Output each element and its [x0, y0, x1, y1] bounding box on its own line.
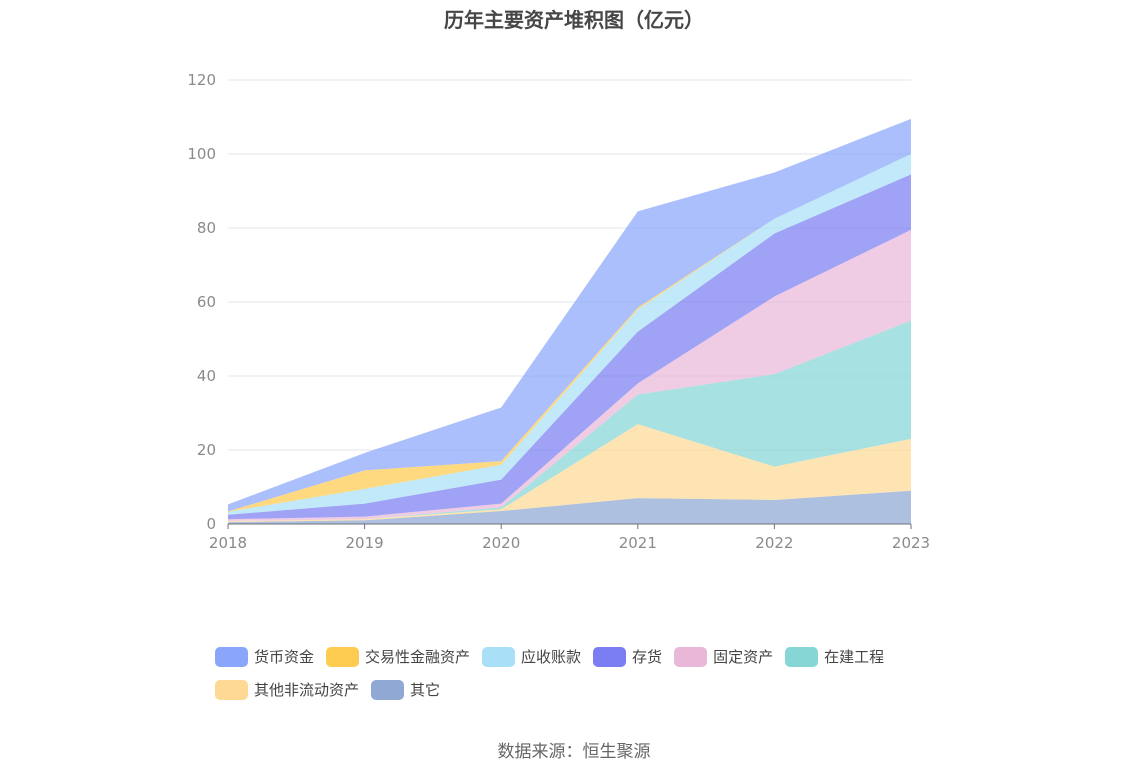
y-tick-label: 0 — [206, 515, 216, 533]
legend-label-cash: 货币资金 — [254, 648, 315, 666]
legend-row-1: 货币资金 交易性金融资产 应收账款 存货 固定资产 在建工程 — [215, 640, 975, 673]
legend-item-trading-assets[interactable]: 交易性金融资产 — [326, 646, 470, 667]
chart-title: 历年主要资产堆积图（亿元） — [444, 8, 704, 32]
y-tick-label: 20 — [197, 441, 216, 459]
x-tick-label: 2018 — [209, 534, 247, 552]
legend-label-construction: 在建工程 — [824, 648, 885, 666]
x-tick-label: 2022 — [755, 534, 793, 552]
legend-item-fixed-assets[interactable]: 固定资产 — [674, 646, 773, 667]
legend-item-other-noncurrent[interactable]: 其他非流动资产 — [215, 679, 359, 700]
legend-swatch-fixed-assets — [674, 646, 708, 667]
area-series-其它[interactable] — [228, 490, 911, 524]
area-series-其他非流动资产[interactable] — [228, 424, 911, 523]
legend-item-inventory[interactable]: 存货 — [593, 646, 662, 667]
data-source: 数据来源：恒生聚源 — [497, 742, 651, 762]
legend-label-inventory: 存货 — [632, 648, 663, 666]
x-tick-label: 2021 — [619, 534, 657, 552]
legend-label-other-noncurrent: 其他非流动资产 — [254, 681, 360, 699]
chart-legend: 货币资金 交易性金融资产 应收账款 存货 固定资产 在建工程 其他非流动资产 — [215, 640, 975, 706]
area-series-应收账款[interactable] — [228, 154, 911, 515]
x-tick-label: 2020 — [482, 534, 520, 552]
legend-label-trading-assets: 交易性金融资产 — [365, 648, 471, 666]
x-tick-label: 2023 — [892, 534, 930, 552]
legend-swatch-receivables — [482, 646, 516, 667]
y-tick-label: 80 — [197, 219, 216, 237]
legend-item-cash[interactable]: 货币资金 — [215, 646, 314, 667]
legend-item-construction[interactable]: 在建工程 — [785, 646, 884, 667]
area-series-货币资金[interactable] — [228, 118, 911, 512]
y-tick-label: 60 — [197, 293, 216, 311]
legend-swatch-inventory — [593, 646, 627, 667]
stacked-area-chart: 0 20 40 60 80 100 120 2018 2019 2020 2021 2022 2023 — [187, 71, 930, 552]
area-series-存货[interactable] — [228, 174, 911, 520]
legend-swatch-trading-assets — [326, 646, 360, 667]
legend-label-other: 其它 — [410, 681, 441, 699]
legend-swatch-cash — [215, 646, 248, 667]
legend-label-receivables: 应收账款 — [521, 648, 582, 666]
legend-item-receivables[interactable]: 应收账款 — [482, 646, 581, 667]
legend-swatch-other-noncurrent — [215, 679, 248, 700]
legend-item-other[interactable]: 其它 — [371, 679, 440, 700]
y-tick-label: 100 — [187, 145, 216, 163]
area-series-在建工程[interactable] — [228, 320, 911, 522]
x-tick-label: 2019 — [346, 534, 384, 552]
y-tick-label: 120 — [187, 71, 216, 89]
y-tick-label: 40 — [197, 367, 216, 385]
legend-swatch-other — [371, 679, 405, 700]
legend-swatch-construction — [785, 646, 819, 667]
legend-label-fixed-assets: 固定资产 — [713, 648, 774, 666]
legend-row-2: 其他非流动资产 其它 — [215, 673, 975, 706]
